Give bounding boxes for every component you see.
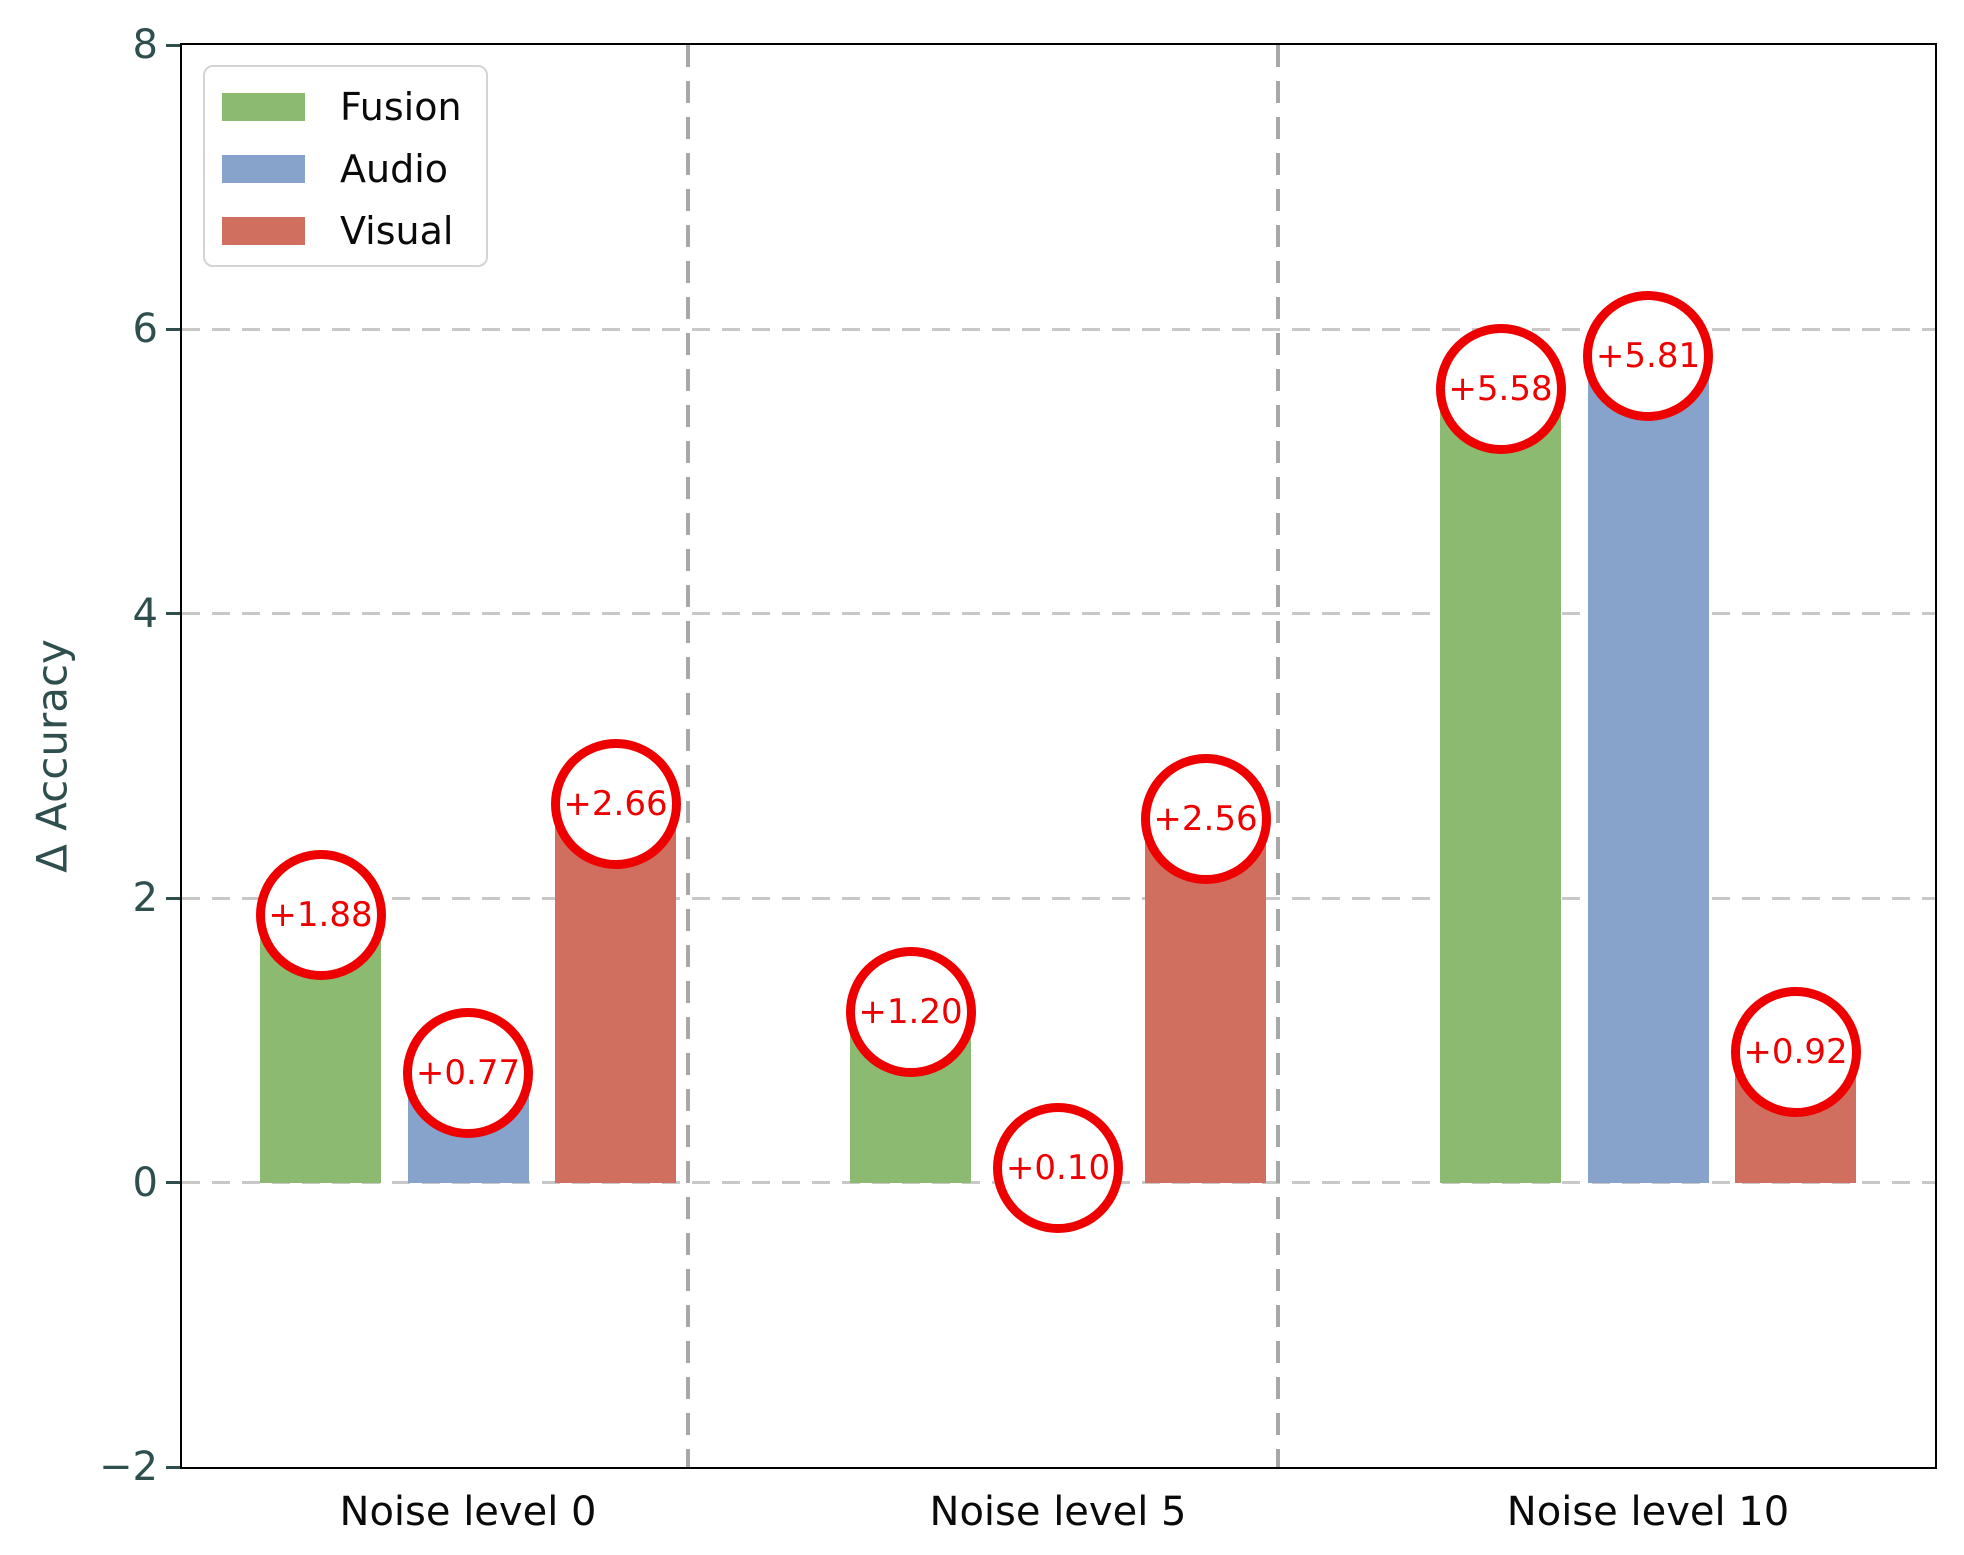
legend-item-audio: Audio — [205, 138, 486, 200]
group-separator-1 — [686, 45, 690, 1467]
value-annotation-visual-1: +2.56 — [1140, 753, 1271, 884]
y-tick-label-4: 4 — [132, 590, 158, 637]
gridline-y-4 — [182, 612, 1935, 616]
gridline-y-2 — [182, 896, 1935, 900]
value-annotation-fusion-0: +1.88 — [255, 850, 386, 981]
legend-label-visual: Visual — [340, 209, 454, 253]
y-tick-label-8: 8 — [132, 22, 158, 68]
y-tick-mark-6 — [166, 327, 180, 331]
y-tick-mark--2 — [166, 1465, 180, 1469]
y-tick-mark-8 — [166, 43, 180, 47]
value-annotation-audio-1: +0.10 — [993, 1103, 1123, 1234]
y-tick-mark-2 — [166, 896, 180, 900]
value-annotation-visual-0: +2.66 — [550, 739, 681, 870]
x-tick-label-1: Noise level 5 — [929, 1489, 1187, 1535]
y-tick-mark-0 — [166, 1181, 180, 1185]
bar-audio-2 — [1587, 356, 1709, 1183]
gridline-y-6 — [182, 327, 1935, 331]
legend-item-visual: Visual — [205, 200, 486, 262]
group-separator-2 — [1276, 45, 1280, 1467]
y-tick-label-0: 0 — [132, 1159, 158, 1206]
x-tick-label-2: Noise level 10 — [1506, 1489, 1790, 1535]
legend-label-fusion: Fusion — [340, 85, 462, 129]
value-annotation-fusion-2: +5.58 — [1435, 324, 1566, 455]
legend: Fusion Audio Visual — [203, 65, 488, 267]
legend-swatch-visual — [222, 217, 305, 245]
value-annotation-audio-0: +0.77 — [403, 1008, 533, 1139]
y-tick-label-6: 6 — [132, 306, 158, 353]
legend-swatch-fusion — [222, 93, 305, 121]
y-tick-label-2: 2 — [132, 875, 158, 922]
bar-fusion-2 — [1440, 389, 1561, 1183]
x-tick-label-0: Noise level 0 — [339, 1489, 597, 1535]
legend-item-fusion: Fusion — [205, 76, 486, 138]
value-annotation-fusion-1: +1.20 — [845, 946, 976, 1077]
plot-area: +1.88 +1.20 +5.58 +0.77 +0.10 +5.81 +2.66 +2.56… — [180, 43, 1937, 1469]
legend-swatch-audio — [222, 155, 305, 183]
y-axis-label: Δ Accuracy — [27, 639, 77, 873]
value-annotation-visual-2: +0.92 — [1730, 986, 1861, 1117]
y-tick-label--2: −2 — [99, 1444, 158, 1490]
value-annotation-audio-2: +5.81 — [1583, 291, 1713, 422]
y-tick-mark-4 — [166, 612, 180, 616]
legend-label-audio: Audio — [340, 147, 449, 191]
